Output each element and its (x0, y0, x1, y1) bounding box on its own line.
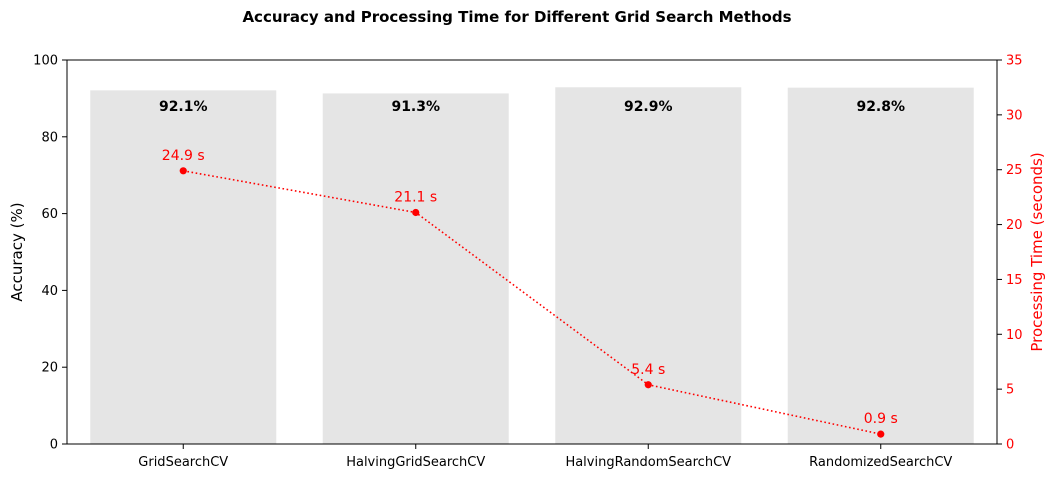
x-tick-label-2: HalvingGridSearchCV (346, 455, 485, 470)
accuracy-bar-1 (90, 90, 277, 444)
y2-tick-label-5: 5 (1006, 383, 1014, 398)
y-tick-label-60: 60 (41, 207, 58, 222)
processing-time-point-3 (644, 381, 652, 389)
accuracy-label-1: 92.1% (159, 99, 208, 115)
time-line-group: 24.9 s 21.1 s 5.4 s 0.9 s (162, 148, 898, 438)
y2-tick-label-0: 0 (1006, 438, 1014, 453)
accuracy-label-2: 91.3% (391, 99, 440, 115)
y2-tick-label-10: 10 (1006, 328, 1023, 343)
processing-time-point-2 (412, 208, 420, 217)
processing-time-label-3: 5.4 s (631, 362, 665, 378)
x-tick-label-3: HalvingRandomSearchCV (565, 455, 731, 470)
processing-time-label-2: 21.1 s (394, 190, 437, 206)
y2-tick-label-25: 25 (1006, 163, 1023, 178)
y-tick-label-40: 40 (41, 284, 58, 299)
accuracy-bar-2 (322, 93, 509, 445)
chart-title: Accuracy and Processing Time for Differe… (242, 8, 791, 26)
x-tick-label-1: GridSearchCV (138, 455, 228, 470)
accuracy-label-3: 92.9% (624, 99, 673, 115)
processing-time-point-1 (179, 167, 187, 175)
y2-tick-label-35: 35 (1006, 54, 1023, 69)
axes-group: 0 20 40 60 80 100 0 5 10 15 20 25 30 35 GridSearchCV Ha… (33, 54, 1022, 471)
processing-time-point-4 (877, 430, 885, 438)
y2-axis-label: Processing Time (seconds) (1028, 152, 1046, 351)
accuracy-bar-3 (555, 87, 742, 444)
processing-time-label-4: 0.9 s (864, 411, 898, 427)
y-tick-label-20: 20 (41, 361, 58, 376)
accuracy-bar-4 (787, 87, 974, 444)
plot-frame (66, 59, 998, 445)
x-tick-label-4: RandomizedSearchCV (809, 455, 952, 470)
bar-labels-group: 92.1% 91.3% 92.9% 92.8% (159, 99, 905, 115)
y2-tick-label-15: 15 (1006, 273, 1023, 288)
y-tick-label-100: 100 (33, 54, 58, 69)
y2-tick-label-20: 20 (1006, 218, 1023, 233)
accuracy-label-4: 92.8% (856, 99, 905, 115)
bars-group (90, 87, 974, 445)
y2-tick-label-30: 30 (1006, 108, 1023, 123)
y-tick-label-80: 80 (41, 130, 58, 145)
processing-time-line (183, 170, 881, 435)
y-tick-label-0: 0 (50, 438, 58, 453)
y-axis-label: Accuracy (%) (8, 202, 26, 301)
processing-time-label-1: 24.9 s (162, 148, 205, 164)
